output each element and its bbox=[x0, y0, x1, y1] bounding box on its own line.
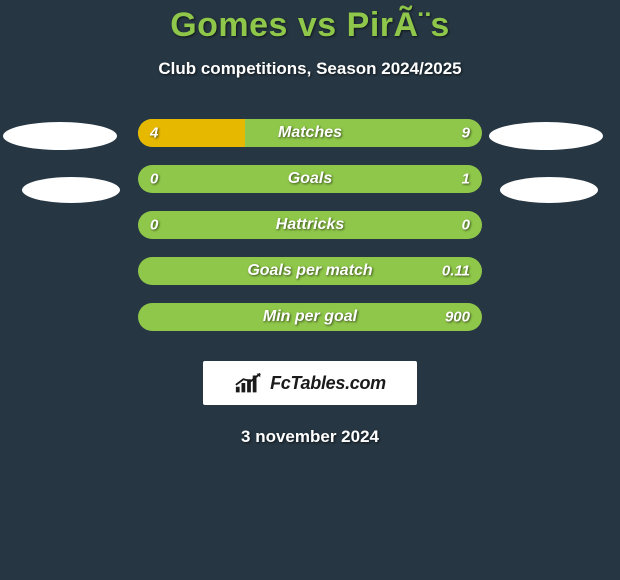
stats-bars: Matches 4 9 Goals 0 1 Hattricks 0 0 Goals per mat… bbox=[0, 119, 620, 331]
player-right-avatar-bottom bbox=[500, 177, 598, 203]
stat-value-right: 0 bbox=[462, 217, 470, 234]
stat-label: Goals bbox=[288, 170, 332, 188]
subtitle: Club competitions, Season 2024/2025 bbox=[0, 59, 620, 79]
player-left-avatar-top bbox=[3, 122, 117, 150]
page-title: Gomes vs PirÃ¨s bbox=[0, 6, 620, 45]
stat-value-right: 0.11 bbox=[442, 263, 470, 280]
player-right-avatar-top bbox=[489, 122, 603, 150]
stat-value-right: 1 bbox=[462, 171, 470, 188]
stat-bar: Hattricks 0 0 bbox=[138, 211, 482, 239]
stat-value-left: 0 bbox=[150, 171, 158, 188]
stat-bar: Min per goal 900 bbox=[138, 303, 482, 331]
date-text: 3 november 2024 bbox=[0, 427, 620, 447]
comparison-card: Gomes vs PirÃ¨s Club competitions, Seaso… bbox=[0, 0, 620, 580]
stat-value-right: 900 bbox=[445, 309, 470, 326]
stat-value-left: 0 bbox=[150, 217, 158, 234]
stat-label: Goals per match bbox=[247, 262, 372, 280]
stat-bar: Goals per match 0.11 bbox=[138, 257, 482, 285]
player-left-avatar-bottom bbox=[22, 177, 120, 203]
branding-box[interactable]: FcTables.com bbox=[203, 361, 417, 405]
stat-bar: Goals 0 1 bbox=[138, 165, 482, 193]
stat-label: Min per goal bbox=[263, 308, 357, 326]
stat-label: Hattricks bbox=[276, 216, 344, 234]
branding-text: FcTables.com bbox=[270, 373, 386, 394]
stat-value-right: 9 bbox=[462, 125, 470, 142]
stat-value-left: 4 bbox=[150, 125, 158, 142]
bars-logo-icon bbox=[234, 371, 264, 395]
stat-label: Matches bbox=[278, 124, 342, 142]
stat-bar: Matches 4 9 bbox=[138, 119, 482, 147]
